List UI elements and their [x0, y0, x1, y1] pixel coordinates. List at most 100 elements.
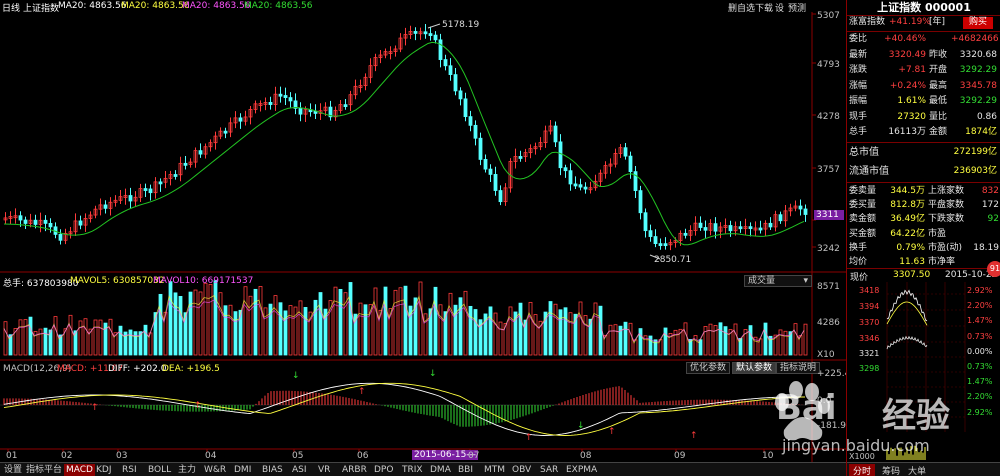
volume-bar	[323, 308, 328, 356]
volume-bar	[283, 310, 288, 356]
volume-bar	[138, 331, 143, 356]
volume-bar	[673, 329, 678, 356]
period-label[interactable]: 日线	[2, 4, 21, 14]
volume-bar	[688, 339, 693, 356]
volume-bar	[363, 304, 368, 356]
candle-body	[193, 150, 198, 163]
indicator-help-button[interactable]: 指标说明	[776, 362, 821, 374]
candle-body	[803, 208, 808, 215]
candle-body	[743, 226, 748, 230]
fund-index-value: +41.19%	[889, 17, 931, 27]
notification-badge[interactable]: 91	[987, 261, 1000, 277]
top-bar: 日线 上证指数 MA20: 4863.56 MA20: 4863.56 MA20…	[0, 0, 846, 14]
mini-price: 3307.50	[893, 270, 931, 280]
tab-kdj[interactable]: KDJ	[96, 465, 112, 475]
candle-body	[183, 162, 188, 166]
candle-body	[683, 232, 688, 236]
volume-bar	[573, 313, 578, 356]
volume-bar	[218, 292, 223, 356]
tool-download[interactable]: 下载	[755, 4, 774, 14]
volume-bar	[478, 319, 483, 356]
candle-body	[483, 159, 488, 170]
volume-bar	[263, 307, 268, 356]
quote-value: +7.81	[898, 65, 926, 75]
tab-bbi[interactable]: BBI	[458, 465, 474, 475]
volume-bar	[113, 332, 118, 356]
mini-tab-chips[interactable]: 筹码	[882, 467, 901, 476]
candle-body	[48, 223, 53, 228]
mini-tab-bigorder[interactable]: 大单	[908, 467, 927, 476]
tab-dmi[interactable]: DMI	[234, 465, 252, 475]
tab-bias[interactable]: BIAS	[262, 465, 283, 475]
volume-bar	[358, 302, 363, 356]
tab-vr[interactable]: VR	[318, 465, 331, 475]
vol-label-total: 总手: 637803980	[3, 279, 79, 289]
candle-body	[268, 101, 273, 105]
volume-bar	[258, 286, 263, 356]
tab-macd[interactable]: MACD	[64, 464, 95, 476]
stat-value: 0.79%	[896, 242, 925, 253]
volume-bar	[593, 302, 598, 356]
stat-label: 委卖量	[849, 186, 877, 196]
tab-arbr[interactable]: ARBR	[342, 465, 367, 475]
volume-bar	[618, 325, 623, 356]
kline-chart[interactable]: ↑ ↑ ↓ ↑ ↓ ↑ ↓ ↑ ↑	[0, 0, 846, 462]
volume-bar	[228, 304, 233, 356]
tab-mtm[interactable]: MTM	[484, 465, 506, 475]
volume-bar	[728, 329, 733, 356]
tab-[interactable]: 指标平台	[26, 465, 63, 475]
candle-body	[243, 116, 248, 122]
tab-rsi[interactable]: RSI	[122, 465, 137, 475]
mini-vol-label: X1000	[849, 452, 875, 461]
volume-bar	[208, 283, 213, 356]
buy-button[interactable]: 购买	[963, 17, 994, 29]
volume-bar	[338, 288, 343, 356]
tab-asi[interactable]: ASI	[292, 465, 307, 475]
candle-body	[328, 106, 333, 118]
candle-body	[648, 230, 653, 237]
tab-dma[interactable]: DMA	[430, 465, 451, 475]
ma-label-2: MA20: 4863.56	[121, 1, 190, 11]
volume-bar	[248, 295, 253, 356]
volume-bar	[788, 331, 793, 356]
tab-wr[interactable]: W&R	[204, 465, 227, 475]
tab-[interactable]: 设置	[4, 465, 23, 475]
quote-title: 上证指数 000001	[877, 1, 971, 14]
candle-body	[383, 51, 388, 56]
candle-body	[423, 31, 428, 35]
stat-value: 344.5万	[890, 186, 925, 196]
volume-bar	[303, 307, 308, 356]
candle-body	[678, 232, 683, 241]
macd-tick-2: 0.0	[817, 396, 832, 406]
diff-line	[3, 382, 805, 436]
tab-boll[interactable]: BOLL	[148, 465, 172, 475]
stat-label-2: 市净率	[928, 257, 956, 267]
volume-bar	[58, 334, 63, 356]
tab-sar[interactable]: SAR	[540, 465, 559, 475]
volume-dropdown[interactable]: 成交量 ▾	[744, 275, 812, 287]
tab-[interactable]: 主力	[178, 465, 197, 475]
volume-bar	[243, 286, 248, 356]
tab-obv[interactable]: OBV	[512, 465, 532, 475]
candle-body	[613, 152, 618, 165]
tab-trix[interactable]: TRIX	[402, 465, 423, 475]
volume-bar	[668, 332, 673, 356]
volume-bar	[88, 328, 93, 356]
tab-expma[interactable]: EXPMA	[566, 465, 598, 475]
optimize-params-button[interactable]: 优化参数	[686, 362, 731, 374]
volume-bar	[428, 308, 433, 356]
mini-intraday-chart[interactable]	[847, 282, 1000, 462]
candle-body	[293, 100, 298, 109]
current-price-badge: 3311	[814, 210, 844, 220]
candle-body	[578, 184, 583, 188]
tool-forecast[interactable]: 预测	[788, 4, 807, 14]
default-params-button[interactable]: 默认参数	[732, 362, 777, 374]
tool-remove-favorite[interactable]: 删自选	[728, 4, 756, 14]
tool-settings[interactable]: 设	[775, 4, 785, 14]
volume-bar	[743, 329, 748, 356]
candle-body	[608, 163, 613, 167]
tab-dpo[interactable]: DPO	[374, 465, 394, 475]
candle-body	[583, 186, 588, 190]
mini-tab-timeshare[interactable]: 分时	[849, 464, 876, 476]
stat-label-2: 市盈	[928, 228, 947, 239]
